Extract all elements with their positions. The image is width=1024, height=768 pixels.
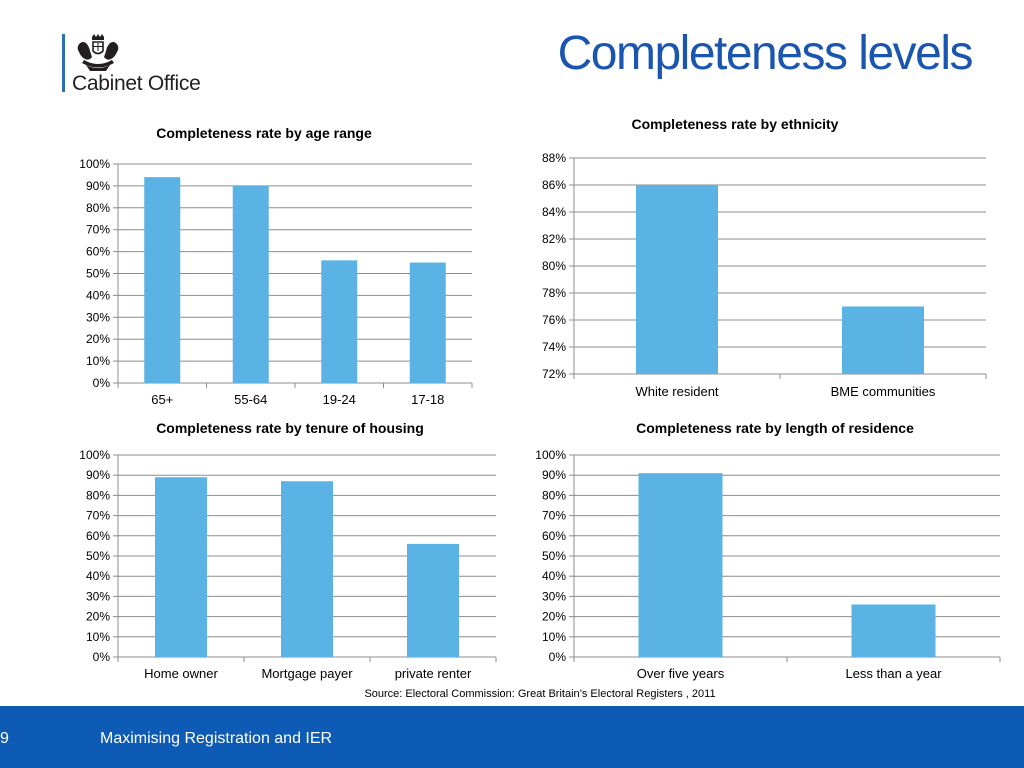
- y-tick-label: 70%: [542, 509, 566, 523]
- y-tick-label: 74%: [542, 340, 566, 354]
- y-tick-label: 40%: [542, 569, 566, 583]
- bar-65-: [144, 177, 181, 383]
- page-number: 9: [0, 730, 9, 747]
- royal-crest-icon: [77, 34, 119, 71]
- y-tick-label: 30%: [542, 589, 566, 603]
- y-tick-label: 40%: [86, 569, 110, 583]
- source-note: Source: Electoral Commission: Great Brit…: [364, 688, 716, 700]
- y-tick-label: 10%: [86, 630, 110, 644]
- bar-55-64: [232, 185, 269, 383]
- category-label: BME communities: [831, 384, 936, 399]
- y-tick-label: 80%: [542, 488, 566, 502]
- y-tick-label: 50%: [542, 549, 566, 563]
- chart-title: Completeness rate by age range: [156, 125, 372, 141]
- y-tick-label: 90%: [86, 468, 110, 482]
- category-label: Mortgage payer: [261, 666, 353, 681]
- category-label: Over five years: [637, 666, 725, 681]
- y-tick-label: 0%: [549, 650, 567, 664]
- y-tick-label: 80%: [542, 259, 566, 273]
- category-label: White resident: [635, 384, 718, 399]
- y-tick-label: 40%: [86, 288, 110, 302]
- residence-chart: Completeness rate by length of residence…: [528, 418, 1008, 686]
- bar-less-than-a-year: [851, 604, 936, 657]
- footer-bar: 9 Maximising Registration and IER: [0, 706, 1024, 768]
- y-tick-label: 70%: [86, 509, 110, 523]
- category-label: 17-18: [411, 392, 444, 407]
- chart-title: Completeness rate by length of residence: [636, 420, 914, 436]
- y-tick-label: 80%: [86, 488, 110, 502]
- category-label: 65+: [151, 392, 173, 407]
- chart-title: Completeness rate by tenure of housing: [156, 420, 424, 436]
- y-tick-label: 0%: [93, 376, 111, 390]
- tenure-chart-svg: Completeness rate by tenure of housing 0%…: [79, 420, 497, 681]
- y-tick-label: 20%: [86, 332, 110, 346]
- y-tick-label: 90%: [86, 179, 110, 193]
- residence-chart-svg: Completeness rate by length of residence…: [535, 420, 1001, 681]
- y-tick-label: 60%: [86, 245, 110, 259]
- y-tick-label: 100%: [535, 448, 566, 462]
- y-tick-label: 86%: [542, 178, 566, 192]
- y-tick-label: 100%: [79, 157, 110, 171]
- bar-private-renter: [407, 543, 459, 657]
- y-tick-label: 90%: [542, 468, 566, 482]
- bar-white-resident: [636, 185, 718, 374]
- category-label: 55-64: [234, 392, 267, 407]
- y-tick-label: 100%: [79, 448, 110, 462]
- category-label: private renter: [395, 666, 472, 681]
- ethnicity-chart: Completeness rate by ethnicity 72% 74% 76% 7…: [528, 112, 990, 402]
- y-tick-label: 30%: [86, 310, 110, 324]
- bar-17-18: [409, 262, 446, 383]
- footer-title: Maximising Registration and IER: [100, 730, 333, 747]
- y-tick-label: 84%: [542, 205, 566, 219]
- age-range-chart: Completeness rate by age range 0% 10% 20% 30…: [60, 118, 480, 413]
- logo-bar: [62, 34, 65, 92]
- y-tick-label: 30%: [86, 589, 110, 603]
- y-tick-label: 10%: [542, 630, 566, 644]
- y-tick-label: 50%: [86, 549, 110, 563]
- y-tick-label: 60%: [542, 529, 566, 543]
- y-tick-label: 50%: [86, 267, 110, 281]
- category-label: Less than a year: [845, 666, 942, 681]
- ethnicity-chart-svg: Completeness rate by ethnicity 72% 74% 76% 7…: [542, 116, 987, 399]
- category-label: 19-24: [323, 392, 356, 407]
- tenure-chart: Completeness rate by tenure of housing 0%…: [60, 418, 508, 686]
- page-title: Completeness levels: [557, 27, 974, 80]
- y-tick-label: 0%: [93, 650, 111, 664]
- y-tick-label: 20%: [542, 610, 566, 624]
- y-tick-label: 20%: [86, 610, 110, 624]
- bar-mortgage-payer: [281, 481, 333, 657]
- y-tick-label: 88%: [542, 151, 566, 165]
- age-range-chart-svg: Completeness rate by age range 0% 10% 20% 30…: [79, 125, 473, 407]
- y-tick-label: 76%: [542, 313, 566, 327]
- bar-bme-communities: [842, 306, 924, 374]
- bar-home-owner: [155, 477, 207, 657]
- y-tick-label: 80%: [86, 201, 110, 215]
- y-tick-label: 78%: [542, 286, 566, 300]
- chart-title: Completeness rate by ethnicity: [632, 116, 839, 132]
- y-tick-label: 70%: [86, 223, 110, 237]
- y-tick-label: 60%: [86, 529, 110, 543]
- y-tick-label: 82%: [542, 232, 566, 246]
- bar-over-five-years: [638, 473, 723, 657]
- y-tick-label: 10%: [86, 354, 110, 368]
- org-name: Cabinet Office: [72, 72, 201, 95]
- category-label: Home owner: [144, 666, 218, 681]
- y-tick-label: 72%: [542, 367, 566, 381]
- bar-19-24: [321, 260, 358, 383]
